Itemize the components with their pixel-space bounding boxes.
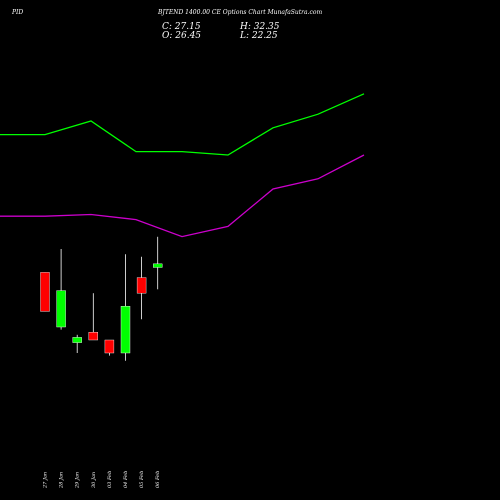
chart-title: BJTEND 1400.00 CE Options Chart MunafaSu…	[157, 9, 322, 16]
candle-body	[152, 263, 163, 268]
candle-29-jan	[72, 334, 82, 353]
candle-04-feb	[120, 254, 131, 361]
open-label: O: 26.45	[162, 31, 201, 41]
candle-03-feb	[104, 339, 115, 356]
candle-30-jan	[88, 293, 99, 341]
candle-body	[56, 290, 66, 328]
candles	[40, 236, 163, 361]
overlay-line-1	[0, 93, 365, 156]
chart-symbol: PID	[11, 9, 23, 16]
x-tick-label: 27 Jan	[43, 472, 49, 489]
candle-body	[104, 339, 115, 354]
candle-body	[88, 332, 99, 341]
x-tick-label: 06 Feb	[155, 471, 161, 488]
candle-06-feb	[152, 236, 163, 290]
candle-body	[120, 306, 131, 354]
x-axis-labels: 27 Jan 28 Jan 29 Jan 30 Jan 03 Feb 04 Feb 05 F…	[43, 471, 162, 489]
high-label: H: 32.35	[239, 22, 280, 32]
x-tick-label: 04 Feb	[123, 471, 129, 488]
x-tick-label: 28 Jan	[59, 472, 65, 489]
candle-05-feb	[136, 256, 147, 320]
low-label: L: 22.25	[239, 31, 278, 41]
overlay-line-2	[0, 154, 365, 238]
candle-body	[136, 277, 147, 294]
candle-body	[40, 272, 50, 312]
candle-27-jan	[40, 272, 50, 312]
overlay-lines	[0, 93, 365, 238]
close-label: C: 27.15	[162, 22, 201, 32]
x-tick-label: 30 Jan	[91, 472, 97, 488]
x-tick-label: 03 Feb	[107, 471, 113, 488]
x-tick-label: 29 Jan	[75, 472, 81, 489]
candle-body	[72, 337, 82, 343]
x-tick-label: 05 Feb	[139, 471, 145, 488]
candle-28-jan	[56, 249, 66, 330]
